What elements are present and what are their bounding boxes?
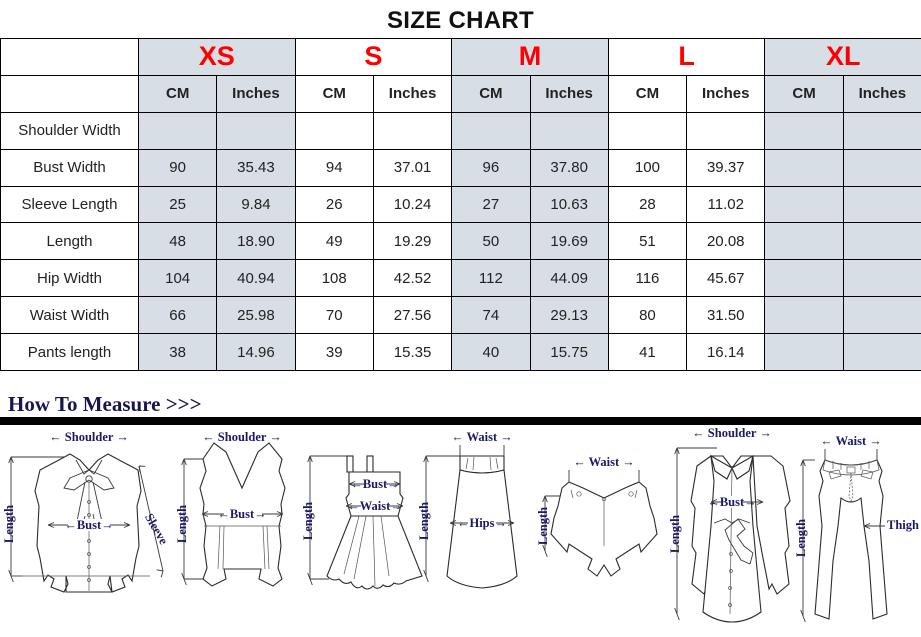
svg-text:Length: Length <box>537 507 550 545</box>
svg-text:←Bust→: ←Bust→ <box>707 495 756 509</box>
svg-text:← Shoulder →: ← Shoulder → <box>49 430 129 444</box>
svg-text:← Shoulder →: ← Shoulder → <box>202 430 282 444</box>
svg-text:← Waist →: ← Waist → <box>573 455 635 469</box>
svg-text:← Waist →: ← Waist → <box>451 430 513 444</box>
svg-text:Length: Length <box>668 515 682 553</box>
svg-text:←Bust→: ←Bust→ <box>350 477 399 491</box>
svg-text:Length: Length <box>417 502 431 540</box>
svg-text:Length: Length <box>2 505 16 543</box>
svg-text:← Waist →: ← Waist → <box>820 434 882 448</box>
svg-text:←Waist→: ←Waist→ <box>347 499 403 513</box>
svg-text:Thigh: Thigh <box>887 518 919 532</box>
svg-text:←Hips→: ←Hips→ <box>457 516 507 530</box>
svg-text:Length: Length <box>301 502 315 540</box>
svg-text:Length: Length <box>176 505 189 543</box>
svg-text:←Bust→: ←Bust→ <box>64 518 113 532</box>
svg-text:Length: Length <box>795 519 808 557</box>
svg-text:←Bust→: ←Bust→ <box>217 507 266 521</box>
svg-text:← Shoulder →: ← Shoulder → <box>692 426 772 440</box>
